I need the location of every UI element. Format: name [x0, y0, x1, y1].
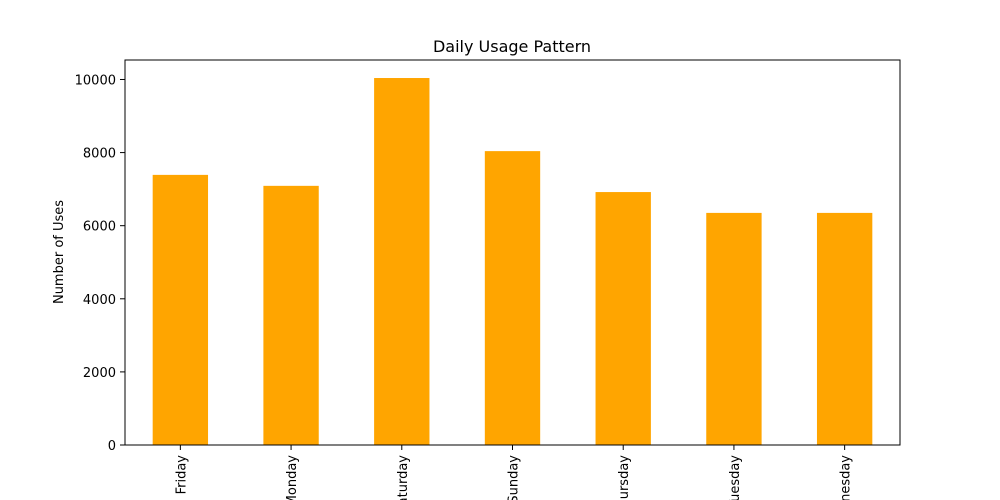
y-tick-label: 8000 — [83, 147, 116, 162]
bar — [484, 151, 541, 446]
x-tick-label: Sunday — [507, 455, 522, 500]
bar — [152, 174, 209, 446]
y-tick-label: 2000 — [83, 366, 116, 381]
bar — [263, 185, 319, 445]
y-tick-label: 10000 — [75, 73, 116, 88]
x-tick-label: Wednesday — [839, 455, 854, 500]
bar — [374, 78, 430, 446]
y-tick-label: 4000 — [83, 293, 116, 308]
bar — [595, 192, 651, 445]
x-tick-label: Tuesday — [728, 455, 743, 500]
x-tick-label: Thursday — [617, 455, 632, 500]
y-tick-label: 6000 — [83, 220, 116, 235]
bar — [706, 212, 762, 445]
y-tick-label: 0 — [108, 439, 116, 454]
chart-title: Daily Usage Pattern — [433, 37, 591, 56]
plot-frame — [124, 59, 901, 446]
x-tick-label: Friday — [174, 455, 189, 495]
x-tick-label: Saturday — [396, 455, 411, 500]
bar — [816, 212, 873, 445]
x-tick-label: Monday — [285, 455, 300, 500]
y-axis-label: Number of Uses — [52, 200, 67, 304]
